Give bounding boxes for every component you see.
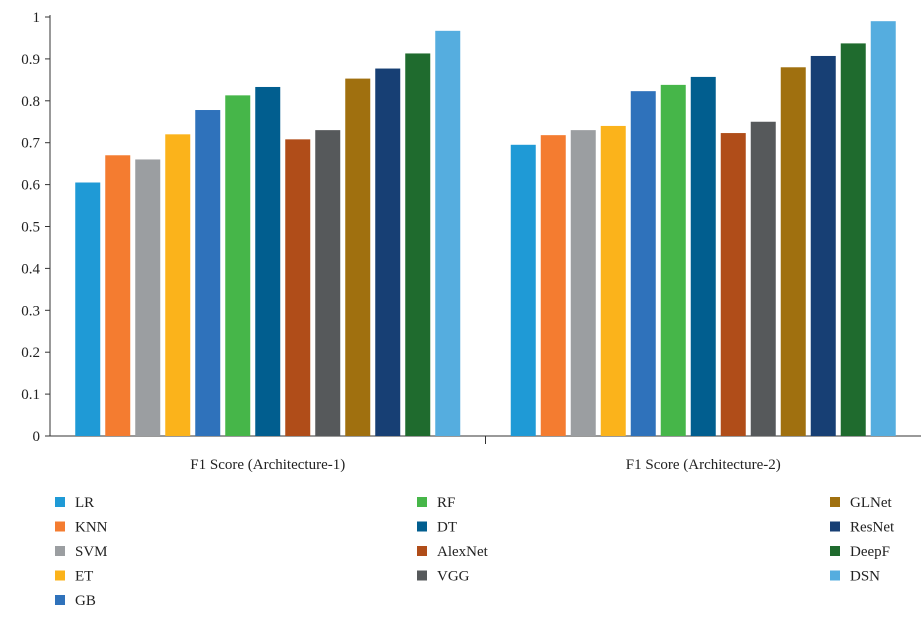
bar-deepf-1 (405, 53, 431, 436)
legend: LR KNN SVM ET GB RF DT AlexNet VGG GLNet ResNet Dee… (55, 495, 895, 609)
legend-swatch (830, 570, 840, 581)
bar-glnet-1 (345, 78, 371, 436)
bar-et-1 (165, 134, 191, 436)
bar-dt-2 (690, 76, 716, 437)
y-tick-label: 0.9 (21, 52, 40, 68)
bar-alexnet-2 (720, 133, 746, 437)
category-labels: F1 Score (Architecture-1) F1 Score (Archi… (190, 457, 780, 473)
y-tick-label: 0.8 (21, 94, 40, 110)
bar-deepf-2 (840, 43, 866, 436)
y-tick-label: 0.2 (21, 345, 40, 361)
legend-swatch (55, 546, 65, 556)
legend-swatch (830, 546, 840, 556)
y-tick-label: 0 (33, 429, 41, 445)
bar-gb-2 (630, 91, 656, 437)
category-label: F1 Score (Architecture-1) (190, 457, 345, 473)
bar-lr-2 (510, 144, 536, 437)
legend-swatch (417, 546, 427, 556)
bars (75, 21, 896, 437)
bar-dt-1 (255, 86, 281, 437)
legend-swatch (830, 521, 840, 532)
legend-label: DSN (850, 569, 880, 585)
legend-label: DT (437, 520, 457, 536)
y-axis-ticks: 0 0.1 0.2 0.3 0.4 0.5 0.6 0.7 0.8 0.9 1 (21, 10, 50, 445)
legend-item-deepf: DeepF (830, 544, 890, 560)
bar-lr-1 (75, 182, 101, 436)
bar-svm-2 (570, 130, 596, 436)
legend-swatch (417, 570, 427, 581)
y-tick-label: 0.5 (21, 220, 40, 236)
category-label: F1 Score (Architecture-2) (626, 457, 781, 473)
legend-label: ResNet (850, 520, 895, 536)
legend-item-glnet: GLNet (830, 495, 892, 511)
bar-dsn-2 (870, 21, 896, 436)
y-tick-label: 0.4 (21, 261, 40, 277)
legend-label: KNN (75, 520, 108, 536)
legend-label: LR (75, 495, 94, 511)
legend-swatch (830, 497, 840, 507)
axes (49, 15, 921, 444)
legend-item-svm: SVM (55, 544, 108, 560)
legend-item-alexnet: AlexNet (417, 544, 489, 560)
legend-item-resnet: ResNet (830, 520, 895, 536)
y-tick-label: 0.3 (21, 303, 40, 319)
y-tick-label: 0.1 (21, 387, 40, 403)
legend-swatch (55, 595, 65, 605)
legend-label: RF (437, 495, 455, 511)
y-tick-label: 0.6 (21, 178, 40, 194)
legend-item-lr: LR (55, 495, 94, 511)
bar-svm-1 (135, 159, 161, 436)
legend-item-et: ET (55, 569, 93, 585)
bar-knn-1 (105, 155, 131, 436)
legend-item-gb: GB (55, 593, 96, 609)
legend-swatch (55, 570, 65, 581)
bar-glnet-2 (780, 67, 806, 436)
bar-knn-2 (540, 135, 566, 436)
legend-label: DeepF (850, 544, 890, 560)
legend-label: SVM (75, 544, 108, 560)
legend-item-dsn: DSN (830, 569, 880, 585)
legend-swatch (417, 521, 427, 532)
y-tick-label: 0.7 (21, 136, 40, 152)
bar-vgg-2 (750, 121, 776, 436)
legend-swatch (417, 497, 427, 507)
bar-rf-1 (225, 95, 251, 436)
y-tick-label: 1 (33, 10, 41, 26)
legend-label: VGG (437, 569, 470, 585)
bar-gb-1 (195, 110, 221, 436)
bar-et-2 (600, 125, 626, 436)
legend-label: GB (75, 593, 96, 609)
legend-item-knn: KNN (55, 520, 108, 536)
legend-label: GLNet (850, 495, 892, 511)
legend-item-dt: DT (417, 520, 457, 536)
legend-item-vgg: VGG (417, 569, 470, 585)
bar-alexnet-1 (285, 139, 311, 436)
legend-label: AlexNet (437, 544, 489, 560)
bar-resnet-1 (375, 68, 401, 437)
legend-item-rf: RF (417, 495, 455, 511)
bar-resnet-2 (810, 55, 836, 436)
legend-swatch (55, 497, 65, 507)
bar-dsn-1 (435, 30, 461, 437)
legend-label: ET (75, 569, 93, 585)
bar-rf-2 (660, 84, 686, 437)
bar-vgg-1 (315, 130, 341, 436)
legend-swatch (55, 521, 65, 532)
